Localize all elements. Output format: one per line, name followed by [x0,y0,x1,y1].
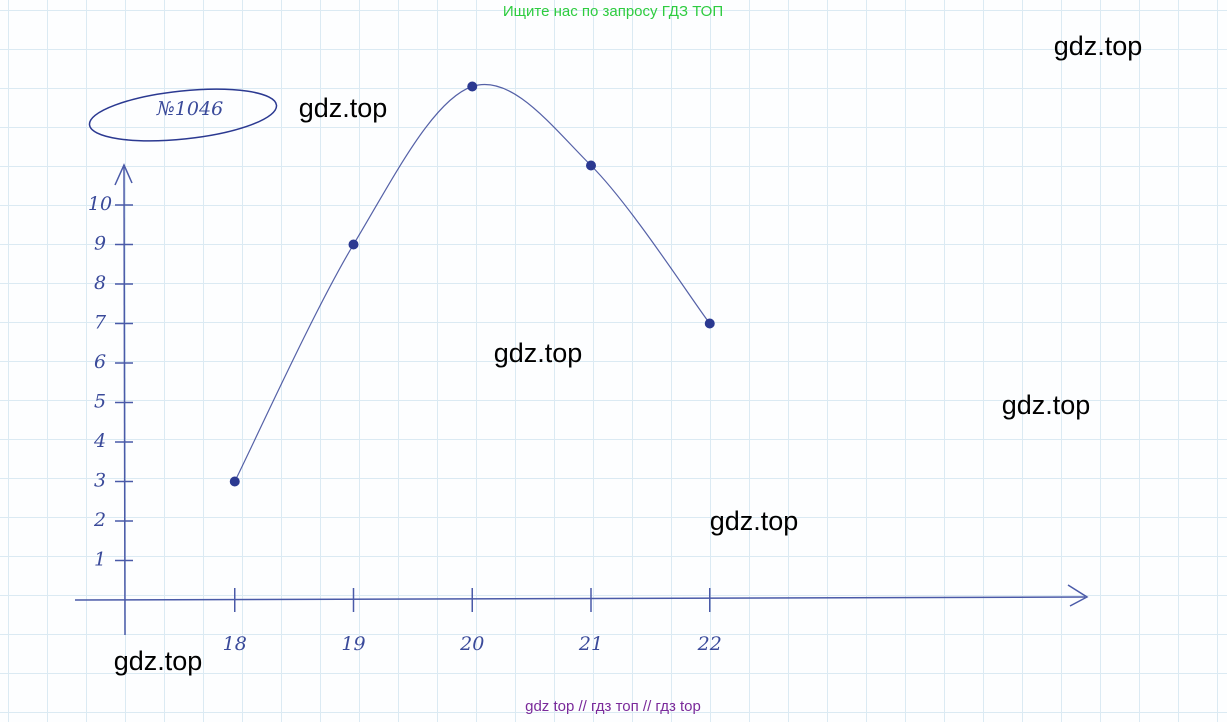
x-tick-label: 22 [697,633,722,655]
y-tick-label: 6 [94,351,106,373]
point [586,160,596,171]
y-tick-label: 10 [88,193,112,215]
y-tick-label: 5 [94,391,106,413]
x-axis [74,596,1086,601]
watermark: gdz.top [114,646,203,676]
x-tick-label: 21 [578,633,603,655]
y-tick-label: 3 [94,470,106,492]
title-ellipse [88,88,278,142]
y-tick-label: 8 [94,272,106,294]
watermark: gdz.top [494,338,583,368]
y-tick-label: 2 [93,509,106,531]
watermark: gdz.top [1002,390,1091,420]
x-tick-label: 20 [459,633,484,655]
y-tick-label: 1 [94,549,106,571]
footer-links[interactable]: gdz top // гдз топ // гдз top [525,698,701,715]
y-tick-label: 7 [94,312,107,334]
y-tick-label: 9 [94,233,106,255]
watermark: gdz.top [299,93,388,123]
y-tick-label: 4 [93,430,106,452]
y-axis [123,164,126,636]
x-tick-label: 18 [223,633,247,655]
curve [234,83,711,482]
watermark: gdz.top [710,506,799,536]
watermark: gdz.top [1054,31,1143,61]
point [704,318,715,329]
point [467,81,478,92]
chart-title: №1046 [156,98,223,120]
y-arrow [114,163,133,186]
x-tick-label: 19 [341,633,365,655]
search-hint: Ищите нас по запросу ГДЗ ТОП [503,3,723,20]
x-arrow [1067,584,1089,607]
point [229,476,240,487]
point [348,239,359,250]
